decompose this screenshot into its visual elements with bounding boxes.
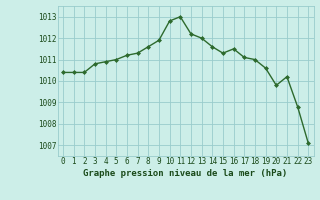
X-axis label: Graphe pression niveau de la mer (hPa): Graphe pression niveau de la mer (hPa): [84, 169, 288, 178]
